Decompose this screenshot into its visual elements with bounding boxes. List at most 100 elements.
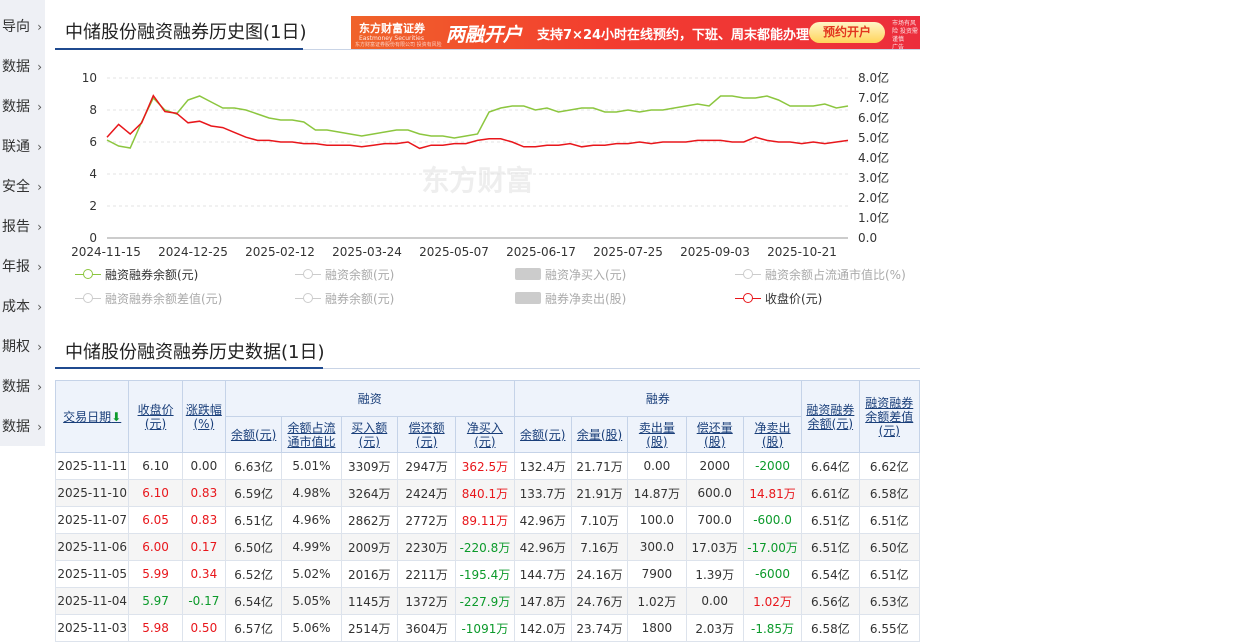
- cell-fin-net: -220.8万: [455, 533, 515, 561]
- legend-item[interactable]: 融资余额占流通市值比(%): [735, 266, 906, 283]
- cell-sec-repay: 2000: [685, 452, 744, 480]
- legend-item[interactable]: 收盘价(元): [735, 290, 822, 307]
- th-link[interactable]: 余量(股): [576, 427, 623, 442]
- sidebar-item[interactable]: 联通 ›: [0, 133, 45, 161]
- th-sec-qty[interactable]: 余量(股): [570, 416, 629, 453]
- cell-close: 5.98: [128, 614, 183, 642]
- sidebar-item-label: 数据: [2, 379, 30, 395]
- sidebar-item-label: 安全: [2, 179, 30, 195]
- sort-by-date-link[interactable]: 交易日期⬇: [63, 409, 122, 424]
- cell-fin-net: 362.5万: [455, 452, 515, 480]
- cell-fin-repay: 2424万: [396, 479, 457, 507]
- cell-sec-qty: 21.71万: [570, 452, 629, 480]
- sidebar-item-label: 导向: [2, 19, 30, 35]
- legend-item[interactable]: 融资净买入(元): [515, 266, 626, 283]
- cell-date: 2025-11-03: [54, 614, 130, 642]
- title-divider: [55, 368, 920, 369]
- legend-label: 融资余额(元): [325, 268, 395, 282]
- legend-line-icon: [75, 292, 101, 304]
- chevron-right-icon: ›: [37, 60, 42, 74]
- y-left-tick-label: 10: [82, 71, 97, 85]
- th-sec-sell[interactable]: 卖出量(股): [627, 416, 687, 453]
- cell-fin-repay: 3604万: [396, 614, 457, 642]
- th-fin-net[interactable]: 净买入(元): [455, 416, 515, 453]
- ad-headline: 两融开户: [446, 24, 523, 46]
- sidebar-item[interactable]: 安全 ›: [0, 173, 45, 201]
- legend-item[interactable]: 融资融券余额(元): [75, 266, 198, 283]
- sidebar-item[interactable]: 数据 ›: [0, 93, 45, 121]
- sidebar-item[interactable]: 期权 ›: [0, 333, 45, 361]
- th-link[interactable]: 余额(元): [230, 427, 277, 442]
- legend-line-icon: [735, 268, 761, 280]
- th-fin-balance[interactable]: 余额(元): [224, 416, 283, 453]
- sidebar-item[interactable]: 数据 ›: [0, 413, 45, 441]
- ad-text: 支持7×24小时在线预约，下班、周末都能办理！: [537, 28, 823, 43]
- sidebar-item[interactable]: 成本 ›: [0, 293, 45, 321]
- cell-sec-repay: 17.03万: [685, 533, 744, 561]
- y-right-tick-label: 8.0亿: [858, 70, 889, 85]
- sidebar-item[interactable]: 数据 ›: [0, 53, 45, 81]
- cell-fin-bal: 6.57亿: [224, 614, 283, 642]
- legend-label: 融资余额占流通市值比(%): [765, 268, 906, 282]
- th-close[interactable]: 收盘价(元): [128, 380, 183, 453]
- legend-item[interactable]: 融资余额(元): [295, 266, 394, 283]
- th-balance-diff[interactable]: 融资融券余额差值(元): [858, 380, 921, 453]
- margin-trading-chart[interactable]: 东方财富 0 2 4 6 8 10 0.0 1.0亿 2.0亿 3.0亿 4.0亿 5.0亿 6.0亿 7.…: [55, 62, 920, 257]
- sidebar-item[interactable]: 报告 ›: [0, 213, 45, 241]
- cell-fin-buy: 2862万: [340, 506, 398, 534]
- th-sec-net[interactable]: 净卖出(股): [742, 416, 803, 453]
- legend-item[interactable]: 融券余额(元): [295, 290, 394, 307]
- th-change-link[interactable]: 涨跌幅(%): [185, 402, 222, 431]
- th-sec-balance[interactable]: 余额(元): [513, 416, 572, 453]
- cell-fin-repay: 2772万: [396, 506, 457, 534]
- legend-box-icon: [515, 268, 541, 280]
- th-group-securities: 融券: [513, 380, 803, 417]
- th-date[interactable]: 交易日期⬇: [54, 380, 130, 453]
- ad-open-account-button[interactable]: 预约开户: [809, 22, 885, 43]
- cell-fin-repay: 2947万: [396, 452, 457, 480]
- th-change[interactable]: 涨跌幅(%): [181, 380, 226, 453]
- cell-sec-sell: 1800: [627, 614, 687, 642]
- th-fin-repay[interactable]: 偿还额(元): [396, 416, 457, 453]
- legend-label: 融券净卖出(股): [545, 292, 627, 306]
- th-link[interactable]: 净买入(元): [466, 420, 503, 449]
- cell-fin-ratio: 4.99%: [281, 533, 342, 561]
- th-link[interactable]: 卖出量(股): [638, 420, 675, 449]
- th-link[interactable]: 余额占流通市值比: [287, 420, 336, 449]
- th-balance-diff-link[interactable]: 融资融券余额差值(元): [865, 395, 914, 438]
- sidebar-item[interactable]: 数据 ›: [0, 373, 45, 401]
- cell-sec-bal: 142.0万: [513, 614, 572, 642]
- th-link[interactable]: 余额(元): [520, 427, 566, 442]
- left-sidebar: 导向 › 数据 › 数据 › 联通 › 安全 › 报告 › 年报 › 成本 › 期权 › 数据 › 数据 ›: [0, 0, 45, 446]
- x-tick-label: 2024-12-25: [158, 245, 228, 257]
- sidebar-item[interactable]: 导向 ›: [0, 13, 45, 41]
- cell-date: 2025-11-07: [54, 506, 130, 534]
- cell-fin-ratio: 5.01%: [281, 452, 342, 480]
- ad-banner[interactable]: 东方财富证券 Eastmoney Securities 东方财富证券股份有限公司…: [351, 16, 920, 49]
- chevron-right-icon: ›: [37, 140, 42, 154]
- th-sec-repay[interactable]: 偿还量(股): [685, 416, 744, 453]
- th-balance-total[interactable]: 融资融券余额(元): [801, 380, 860, 453]
- th-link[interactable]: 买入额(元): [351, 420, 388, 449]
- th-link[interactable]: 净卖出(股): [754, 420, 791, 449]
- cell-sec-qty: 7.16万: [570, 533, 629, 561]
- cell-change: 0.50: [181, 614, 226, 642]
- legend-item[interactable]: 融券净卖出(股): [515, 290, 626, 307]
- cell-sec-sell: 100.0: [627, 506, 687, 534]
- sidebar-item-label: 年报: [2, 259, 30, 275]
- th-close-link[interactable]: 收盘价(元): [137, 402, 174, 431]
- sidebar-item-label: 期权: [2, 339, 30, 355]
- chevron-right-icon: ›: [37, 340, 42, 354]
- th-link[interactable]: 偿还量(股): [696, 420, 733, 449]
- sidebar-item-label: 联通: [2, 139, 30, 155]
- th-fin-ratio[interactable]: 余额占流通市值比: [281, 416, 342, 453]
- sidebar-item[interactable]: 年报 ›: [0, 253, 45, 281]
- legend-line-icon: [295, 268, 321, 280]
- cell-fin-repay: 2211万: [396, 560, 457, 588]
- th-balance-total-link[interactable]: 融资融券余额(元): [806, 402, 855, 431]
- watermark-text: 东方财富: [421, 164, 533, 197]
- cell-total: 6.51亿: [801, 533, 860, 561]
- legend-item[interactable]: 融资融券余额差值(元): [75, 290, 222, 307]
- th-link[interactable]: 偿还额(元): [408, 420, 445, 449]
- th-fin-buy[interactable]: 买入额(元): [340, 416, 398, 453]
